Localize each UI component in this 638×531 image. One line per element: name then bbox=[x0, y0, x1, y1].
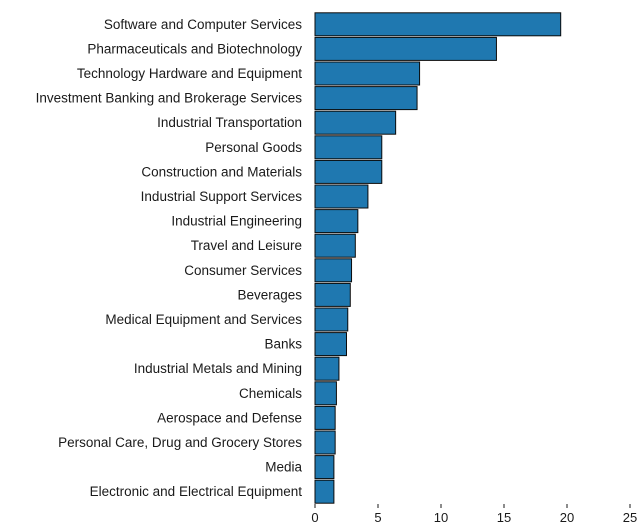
bar bbox=[314, 307, 349, 332]
category-label: Industrial Engineering bbox=[171, 214, 302, 229]
bar bbox=[314, 258, 353, 283]
bar bbox=[314, 233, 356, 258]
bars-group bbox=[314, 12, 562, 504]
bar bbox=[314, 430, 336, 455]
category-label: Construction and Materials bbox=[141, 164, 302, 179]
bar bbox=[314, 86, 418, 111]
category-label: Beverages bbox=[237, 287, 302, 302]
category-label: Industrial Support Services bbox=[141, 189, 303, 204]
bar bbox=[314, 135, 383, 160]
bar bbox=[314, 12, 562, 37]
x-tick-label: 0 bbox=[311, 510, 318, 525]
category-label: Pharmaceuticals and Biotechnology bbox=[87, 41, 302, 56]
category-label: Travel and Leisure bbox=[191, 238, 302, 253]
bar bbox=[314, 282, 351, 307]
category-label: Industrial Metals and Mining bbox=[134, 361, 302, 376]
bar bbox=[314, 36, 497, 61]
bar bbox=[314, 381, 337, 406]
category-label: Aerospace and Defense bbox=[157, 410, 302, 425]
category-label: Industrial Transportation bbox=[157, 115, 302, 130]
x-tick-label: 10 bbox=[434, 510, 448, 525]
bar bbox=[314, 332, 347, 357]
bar bbox=[314, 455, 335, 480]
bar bbox=[314, 479, 335, 504]
category-label: Personal Goods bbox=[205, 140, 302, 155]
category-label: Investment Banking and Brokerage Service… bbox=[36, 91, 303, 106]
x-tick-label: 25 bbox=[623, 510, 637, 525]
category-label: Consumer Services bbox=[184, 263, 302, 278]
x-tick-label: 15 bbox=[497, 510, 511, 525]
category-label: Electronic and Electrical Equipment bbox=[90, 484, 303, 499]
category-label: Banks bbox=[264, 337, 302, 352]
bar bbox=[314, 184, 369, 209]
bar bbox=[314, 61, 421, 86]
bar bbox=[314, 405, 336, 430]
category-label: Chemicals bbox=[239, 386, 302, 401]
category-label: Technology Hardware and Equipment bbox=[77, 66, 302, 81]
bar bbox=[314, 110, 397, 135]
bar bbox=[314, 209, 359, 234]
bar bbox=[314, 356, 340, 381]
category-label: Software and Computer Services bbox=[104, 17, 302, 32]
bar bbox=[314, 159, 383, 184]
x-axis: 0 5 10 15 20 25 bbox=[311, 504, 637, 525]
x-tick-label: 5 bbox=[374, 510, 381, 525]
category-label: Personal Care, Drug and Grocery Stores bbox=[58, 435, 302, 450]
x-tick-label: 20 bbox=[560, 510, 574, 525]
category-labels: Software and Computer Services Pharmaceut… bbox=[36, 17, 303, 499]
category-label: Media bbox=[265, 460, 302, 475]
category-label: Medical Equipment and Services bbox=[105, 312, 302, 327]
